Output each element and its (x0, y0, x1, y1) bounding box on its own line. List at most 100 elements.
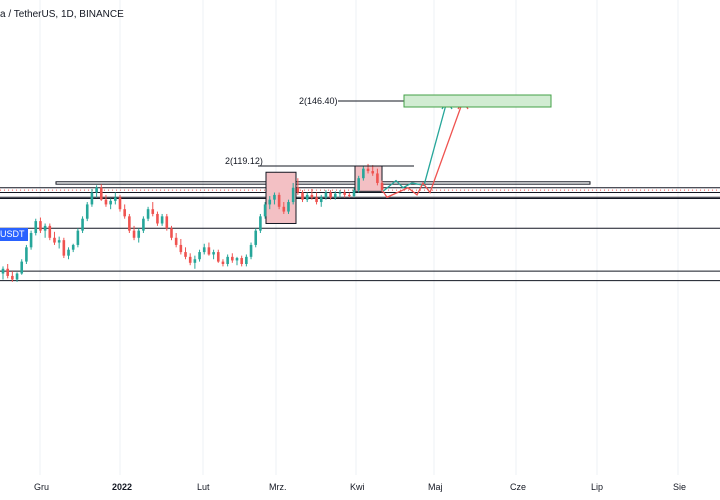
candle (85, 202, 89, 222)
candle-body (245, 256, 248, 264)
candle-body (170, 228, 173, 238)
resistance-zone[interactable] (55, 181, 591, 185)
candle-body (362, 168, 365, 179)
candle (240, 255, 243, 267)
candle-body (34, 221, 38, 234)
candle-body (268, 199, 272, 205)
candle (6, 263, 9, 279)
candle-body (301, 192, 304, 200)
x-tick-label: Lip (591, 482, 603, 492)
candle-body (95, 187, 98, 193)
x-tick-label: Maj (428, 482, 443, 492)
candle (179, 238, 183, 255)
candle (193, 255, 197, 269)
candle (202, 243, 206, 255)
candle-body (310, 194, 314, 198)
candle-body (114, 197, 117, 201)
candle (282, 202, 286, 214)
candle-body (151, 209, 155, 214)
target-146-box[interactable] (403, 94, 552, 108)
candle (48, 223, 52, 241)
candle (29, 230, 33, 250)
candle (160, 213, 164, 226)
candle (348, 192, 351, 198)
candle (20, 259, 24, 275)
candle (235, 256, 239, 266)
candle-body (179, 244, 183, 253)
candle (380, 180, 384, 193)
bearish-projection-path[interactable] (382, 100, 464, 199)
candle-body (146, 209, 150, 219)
candle (371, 165, 375, 176)
candle (254, 228, 258, 248)
candle (352, 187, 356, 198)
x-tick-label: Kwi (350, 482, 365, 492)
candle (343, 190, 346, 198)
candle (11, 271, 14, 282)
candle (132, 225, 136, 241)
candle-body (48, 225, 52, 238)
candle-body (29, 233, 33, 248)
candle (221, 259, 225, 267)
candles (1, 163, 384, 282)
candle (43, 223, 47, 238)
candle-body (81, 218, 84, 231)
candle (310, 188, 314, 200)
candle (95, 185, 98, 198)
candle (170, 225, 173, 241)
candle (319, 194, 323, 207)
candle (338, 190, 342, 198)
candle-body (343, 192, 346, 195)
candle (165, 213, 169, 231)
bullish-projection-path[interactable] (382, 100, 448, 192)
candle (71, 243, 75, 253)
candle-body (216, 252, 220, 262)
candle (259, 213, 262, 234)
candle-body (273, 194, 276, 200)
candle-body (198, 252, 201, 260)
candle (249, 242, 253, 260)
candle-body (352, 190, 356, 197)
candle-body (193, 259, 197, 263)
candle-body (25, 247, 28, 262)
horizontal-levels (0, 181, 720, 282)
candle (142, 216, 145, 234)
candle-body (128, 216, 131, 231)
candle-body (53, 237, 56, 243)
candle (277, 192, 281, 210)
candle (151, 202, 155, 217)
candle-body (207, 247, 211, 255)
candle (198, 249, 201, 262)
candle-body (291, 187, 295, 203)
candle-body (282, 206, 286, 212)
candle (216, 249, 220, 263)
candle-body (231, 256, 234, 261)
candle-body (376, 173, 379, 183)
candle (156, 211, 159, 226)
candle-body (99, 187, 103, 200)
candle (188, 253, 192, 266)
candle-body (142, 218, 145, 231)
candle (25, 244, 28, 264)
candle-body (85, 204, 89, 219)
candle (81, 216, 84, 234)
chart-title: a / TetherUS, 1D, BINANCE (0, 9, 124, 20)
x-tick-label: 2022 (112, 482, 132, 492)
candle-body (333, 193, 337, 198)
candle-body (104, 199, 108, 205)
candle-body (67, 249, 70, 256)
candle (90, 188, 94, 207)
candle-body (15, 273, 19, 280)
candle-body (259, 216, 262, 231)
candle (366, 163, 370, 174)
candle (114, 192, 117, 205)
candle (263, 202, 267, 219)
price-tag: USDT (0, 228, 28, 241)
candle-body (20, 261, 24, 274)
consolidation-box[interactable] (265, 171, 297, 224)
candle-body (137, 230, 141, 238)
x-tick-label: Cze (510, 482, 526, 492)
candle-body (277, 194, 281, 207)
